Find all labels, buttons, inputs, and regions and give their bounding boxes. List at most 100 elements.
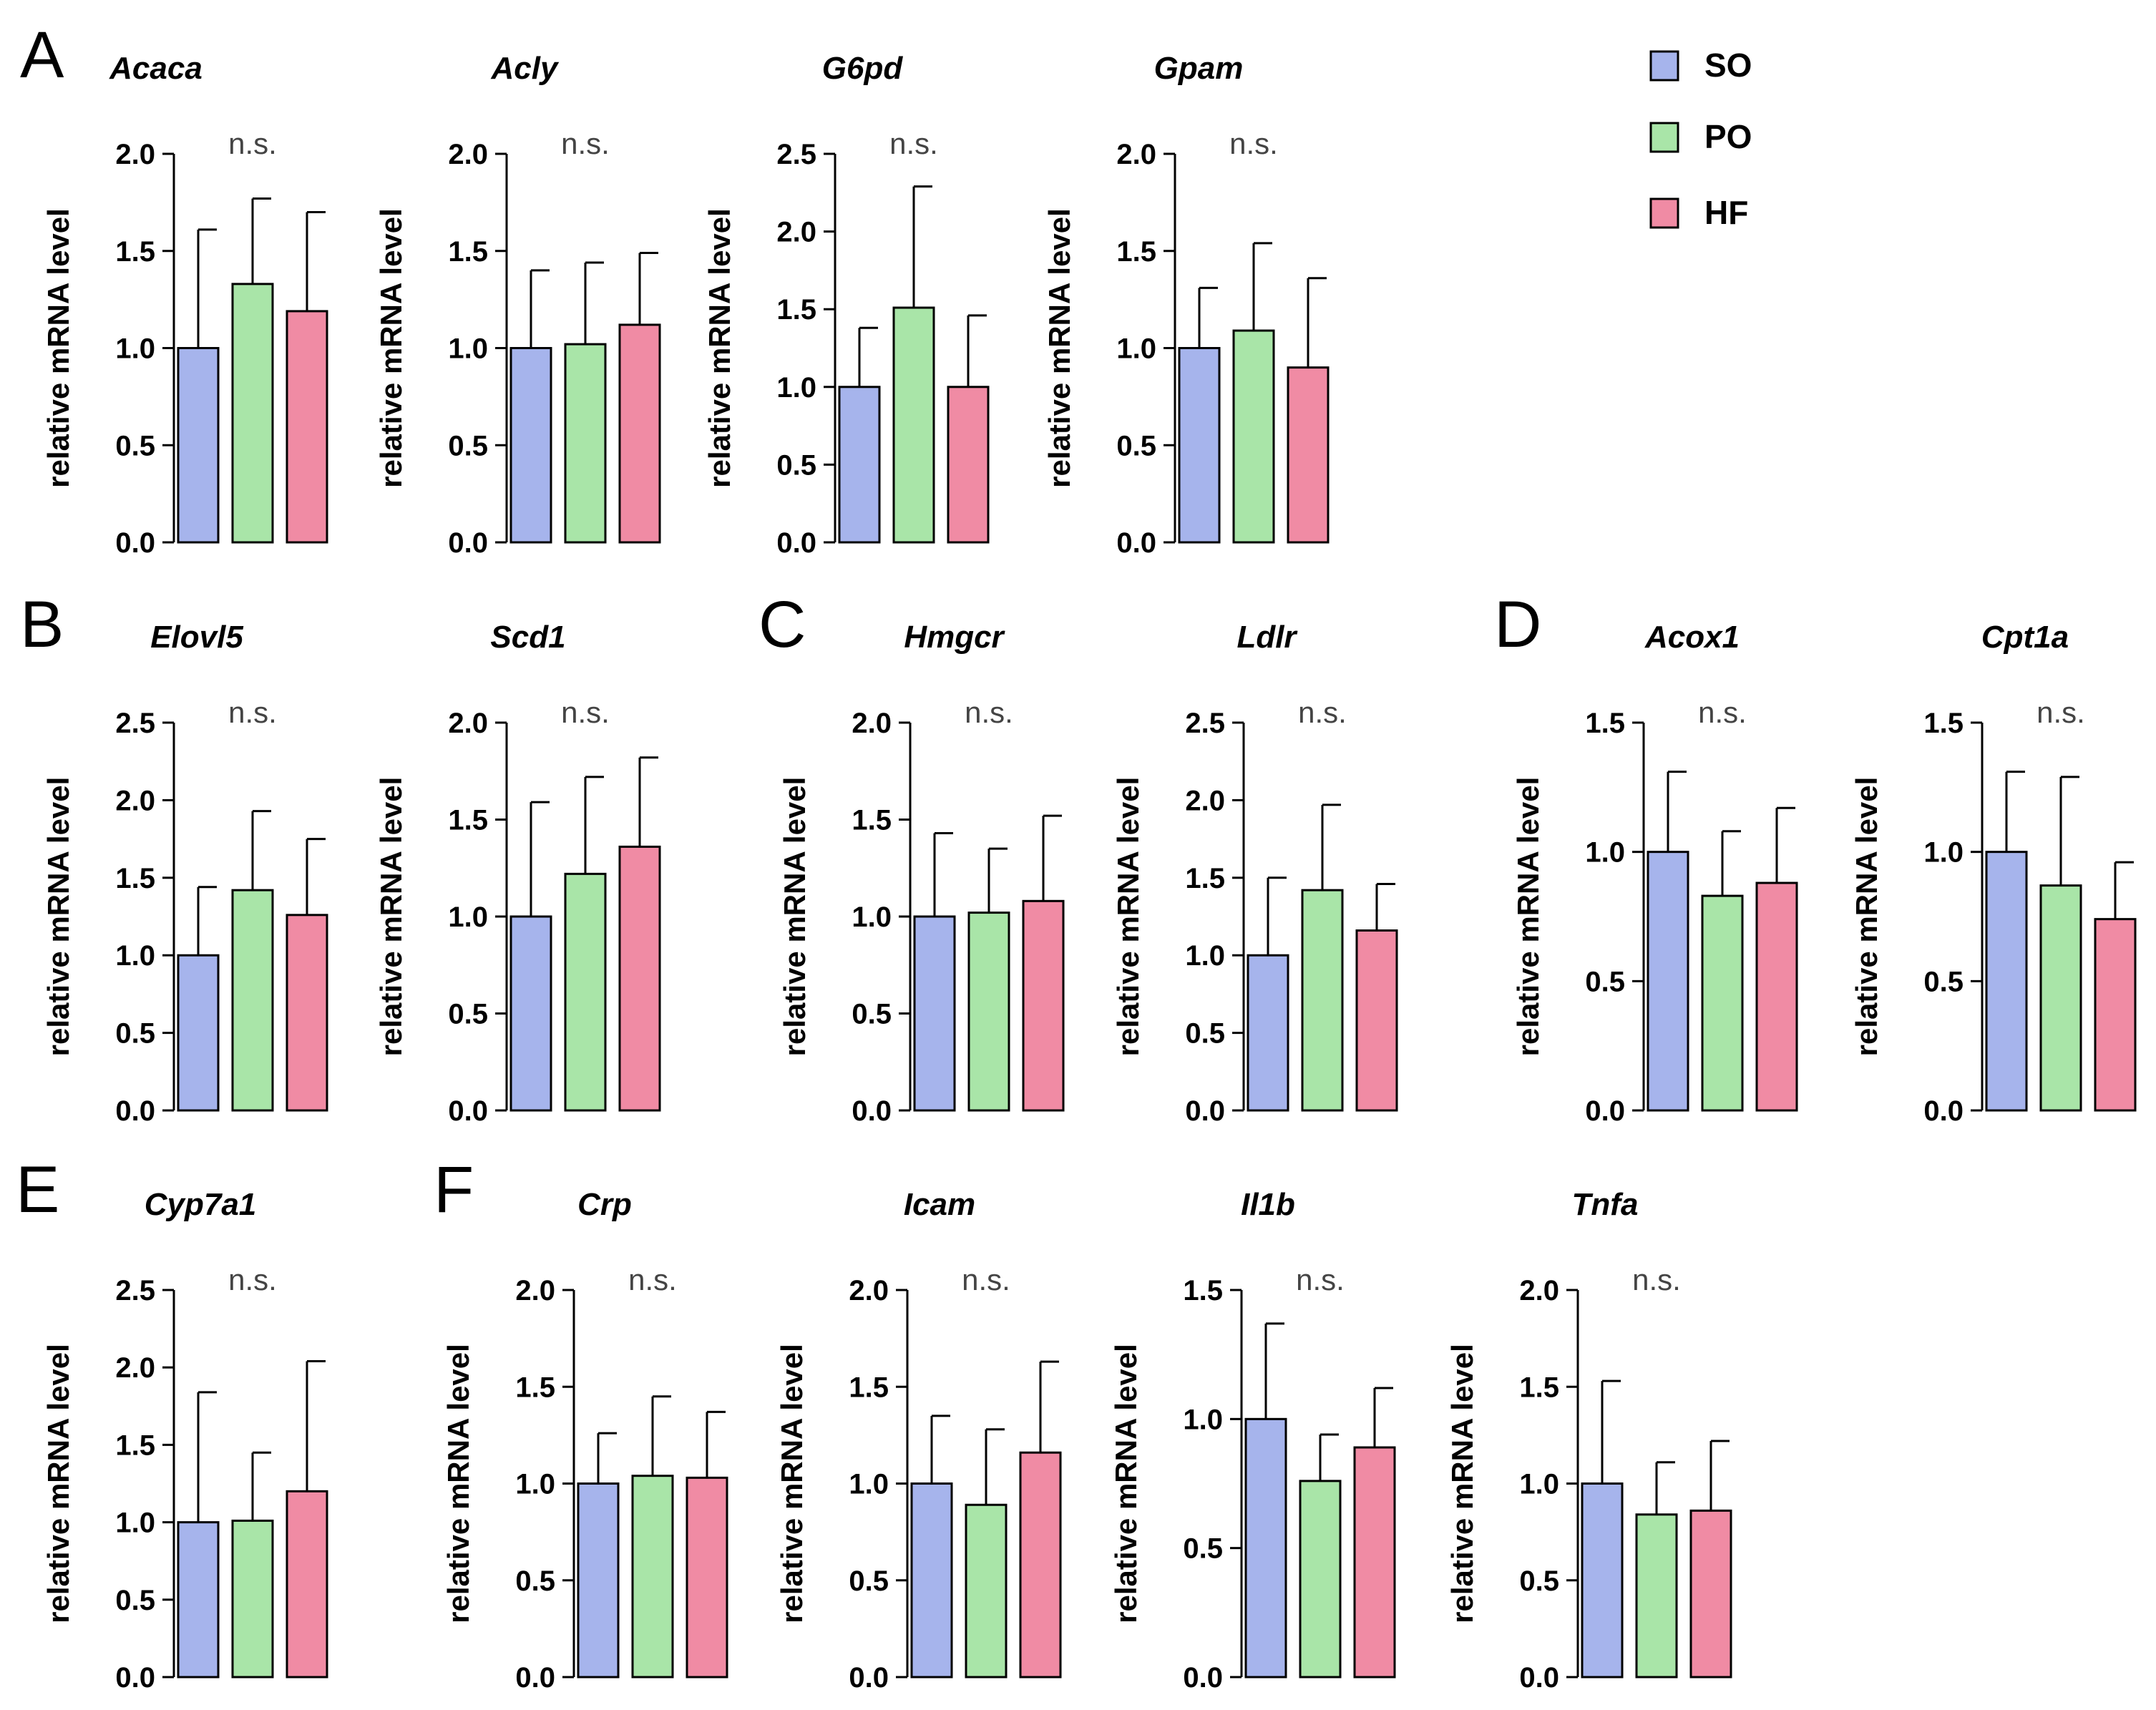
y-tick-label: 1.5 xyxy=(1185,863,1225,894)
significance-label: n.s. xyxy=(2037,695,2085,729)
y-tick-label: 2.0 xyxy=(115,785,155,816)
y-tick-label: 1.5 xyxy=(448,805,488,836)
bar-hf xyxy=(1022,899,1065,1112)
bar-hf xyxy=(1355,929,1398,1112)
chart-title: Acaca xyxy=(109,51,203,86)
chart-icam: Icam relative mRNA level 0.0 0.5 1.0 1.5 2.0 n.… xyxy=(775,1187,1062,1694)
y-tick-label: 0.5 xyxy=(448,430,488,461)
chart-title: Gpam xyxy=(1154,51,1244,86)
y-tick-label: 2.0 xyxy=(849,1275,889,1306)
bar-so xyxy=(1178,347,1221,544)
bar-po xyxy=(965,1503,1008,1679)
chart-ldlr: Ldlr relative mRNA level 0.0 0.5 1.0 1.5 2.0 2.… xyxy=(1111,620,1398,1127)
y-tick-label: 1.5 xyxy=(515,1372,555,1403)
y-tick-label: 0.0 xyxy=(448,527,488,559)
y-tick-label: 1.0 xyxy=(515,1469,555,1500)
y-tick-label: 0.0 xyxy=(115,1095,155,1127)
y-tick-label: 0.5 xyxy=(1185,1018,1225,1050)
y-tick-label: 1.0 xyxy=(1519,1469,1559,1500)
y-tick-label: 1.5 xyxy=(115,863,155,894)
y-tick-label: 1.5 xyxy=(1923,708,1964,739)
chart-cyp7a1: Cyp7a1 relative mRNA level 0.0 0.5 1.0 1.5 2.0… xyxy=(42,1187,328,1694)
significance-label: n.s. xyxy=(628,1263,677,1296)
chart-tnfa: Tnfa relative mRNA level 0.0 0.5 1.0 1.5 2.0 n.… xyxy=(1445,1187,1732,1694)
bar-po xyxy=(892,306,935,544)
legend-label-hf: HF xyxy=(1704,194,1748,231)
y-tick-label: 1.0 xyxy=(1183,1404,1223,1435)
y-tick-label: 0.5 xyxy=(448,999,488,1030)
y-tick-label: 1.0 xyxy=(115,333,155,365)
significance-label: n.s. xyxy=(1296,1263,1345,1296)
bar-po xyxy=(231,889,274,1112)
significance-label: n.s. xyxy=(561,127,610,160)
bar-po xyxy=(564,343,607,544)
y-tick-label: 0.0 xyxy=(1585,1095,1625,1127)
y-tick-label: 1.0 xyxy=(1923,837,1964,869)
bar-hf xyxy=(2094,918,2137,1112)
y-axis-label: relative mRNA level xyxy=(778,777,811,1057)
legend-swatch-so xyxy=(1649,50,1679,82)
y-axis-label: relative mRNA level xyxy=(1043,208,1076,488)
chart-cpt1a: Cpt1a relative mRNA level 0.0 0.5 1.0 1.5 n.s. xyxy=(1850,620,2137,1127)
chart-g6pd: G6pd relative mRNA level 0.0 0.5 1.0 1.5 2.0 2.… xyxy=(703,51,990,559)
y-tick-label: 0.0 xyxy=(1519,1662,1559,1694)
y-tick-label: 0.5 xyxy=(849,1565,889,1597)
y-tick-label: 2.0 xyxy=(1185,785,1225,816)
y-tick-label: 1.0 xyxy=(1116,333,1156,365)
y-tick-label: 0.5 xyxy=(1183,1533,1223,1565)
y-tick-label: 0.5 xyxy=(515,1565,555,1597)
y-axis-label: relative mRNA level xyxy=(1511,777,1545,1057)
y-axis-label: relative mRNA level xyxy=(1109,1344,1143,1623)
chart-title: Ldlr xyxy=(1236,620,1298,655)
y-axis-label: relative mRNA level xyxy=(442,1344,475,1623)
y-axis-label: relative mRNA level xyxy=(42,208,75,488)
bar-hf xyxy=(1019,1451,1062,1679)
significance-label: n.s. xyxy=(965,695,1013,729)
y-tick-label: 2.0 xyxy=(448,139,488,170)
y-tick-label: 0.5 xyxy=(1923,966,1964,997)
chart-acly: Acly relative mRNA level 0.0 0.5 1.0 1.5 2.0 n.… xyxy=(374,51,661,559)
significance-label: n.s. xyxy=(228,1263,277,1296)
bar-so xyxy=(577,1482,620,1679)
y-tick-label: 1.5 xyxy=(115,1430,155,1461)
bar-so xyxy=(177,1521,220,1679)
bar-po xyxy=(1299,1480,1342,1679)
y-tick-label: 0.0 xyxy=(852,1095,892,1127)
bar-po xyxy=(1232,329,1275,544)
y-tick-label: 0.0 xyxy=(1183,1662,1223,1694)
y-axis-label: relative mRNA level xyxy=(42,1344,75,1623)
y-tick-label: 2.0 xyxy=(448,708,488,739)
chart-scd1: Scd1 relative mRNA level 0.0 0.5 1.0 1.5 2.0 n.… xyxy=(374,620,661,1127)
legend-label-po: PO xyxy=(1704,118,1752,155)
bar-so xyxy=(913,915,956,1112)
panel-letter-e: E xyxy=(16,1153,59,1226)
y-tick-label: 1.5 xyxy=(1183,1275,1223,1306)
bar-po xyxy=(231,283,274,544)
y-tick-label: 0.5 xyxy=(1116,430,1156,461)
legend-swatch-hf xyxy=(1649,197,1679,229)
bar-so xyxy=(177,347,220,544)
chart-title: Cpt1a xyxy=(1981,620,2069,655)
bar-so xyxy=(1647,851,1689,1112)
y-axis-label: relative mRNA level xyxy=(1111,777,1145,1057)
y-tick-label: 1.0 xyxy=(776,372,816,404)
bar-po xyxy=(2039,884,2082,1112)
y-tick-label: 0.5 xyxy=(1585,966,1625,997)
y-tick-label: 1.5 xyxy=(115,236,155,268)
bar-po xyxy=(967,912,1010,1112)
significance-label: n.s. xyxy=(962,1263,1010,1296)
chart-crp: Crp relative mRNA level 0.0 0.5 1.0 1.5 2.0 n.s… xyxy=(442,1187,728,1694)
legend: SO PO HF xyxy=(1649,47,1752,231)
chart-acox1: Acox1 relative mRNA level 0.0 0.5 1.0 1.5 n.s. xyxy=(1511,620,1798,1127)
chart-title: Il1b xyxy=(1241,1187,1295,1222)
bar-hf xyxy=(1287,366,1330,544)
legend-label-so: SO xyxy=(1704,47,1752,84)
bar-hf xyxy=(618,845,661,1112)
significance-label: n.s. xyxy=(228,127,277,160)
y-axis-label: relative mRNA level xyxy=(1850,777,1883,1057)
legend-swatch-po xyxy=(1649,122,1679,153)
y-axis-label: relative mRNA level xyxy=(775,1344,809,1623)
y-tick-label: 2.5 xyxy=(115,708,155,739)
